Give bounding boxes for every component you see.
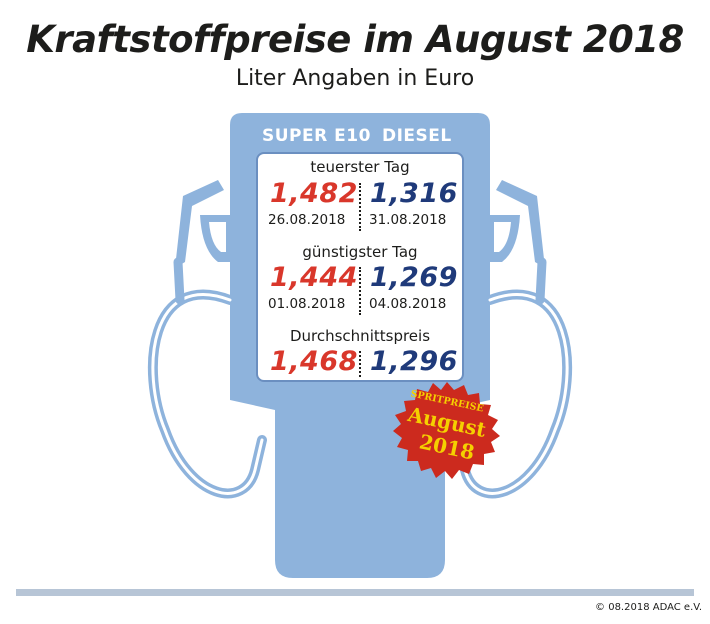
column-header-diesel: DIESEL (382, 126, 452, 146)
page-subtitle: Liter Angaben in Euro (235, 66, 475, 91)
column-divider (359, 351, 361, 377)
column-header-super: SUPER E10 (262, 126, 371, 146)
super-price-most-expensive: 1,482 (270, 178, 358, 209)
diesel-date-most-expensive: 31.08.2018 (369, 212, 447, 228)
super-date-cheapest: 01.08.2018 (268, 296, 346, 312)
diesel-date-cheapest: 04.08.2018 (369, 296, 447, 312)
copyright-notice: © 08.2018 ADAC e.V. (595, 602, 702, 613)
right-nozzle-icon (453, 180, 573, 499)
section-label-average: Durchschnittspreis (289, 327, 431, 345)
left-nozzle-icon (147, 180, 267, 499)
price-badge-icon (393, 382, 500, 479)
super-price-cheapest: 1,444 (270, 262, 358, 293)
section-label-cheapest: günstigster Tag (302, 243, 418, 261)
super-date-most-expensive: 26.08.2018 (268, 212, 346, 228)
diesel-price-cheapest: 1,269 (370, 262, 458, 293)
page-title: Kraftstoffpreise im August 2018 (26, 18, 684, 61)
section-label-most-expensive: teuerster Tag (310, 158, 410, 176)
column-divider (359, 183, 361, 231)
column-divider (359, 267, 361, 315)
super-price-average: 1,468 (270, 346, 358, 377)
footer-divider (16, 589, 694, 596)
diesel-price-average: 1,296 (370, 346, 458, 377)
diesel-price-most-expensive: 1,316 (370, 178, 458, 209)
